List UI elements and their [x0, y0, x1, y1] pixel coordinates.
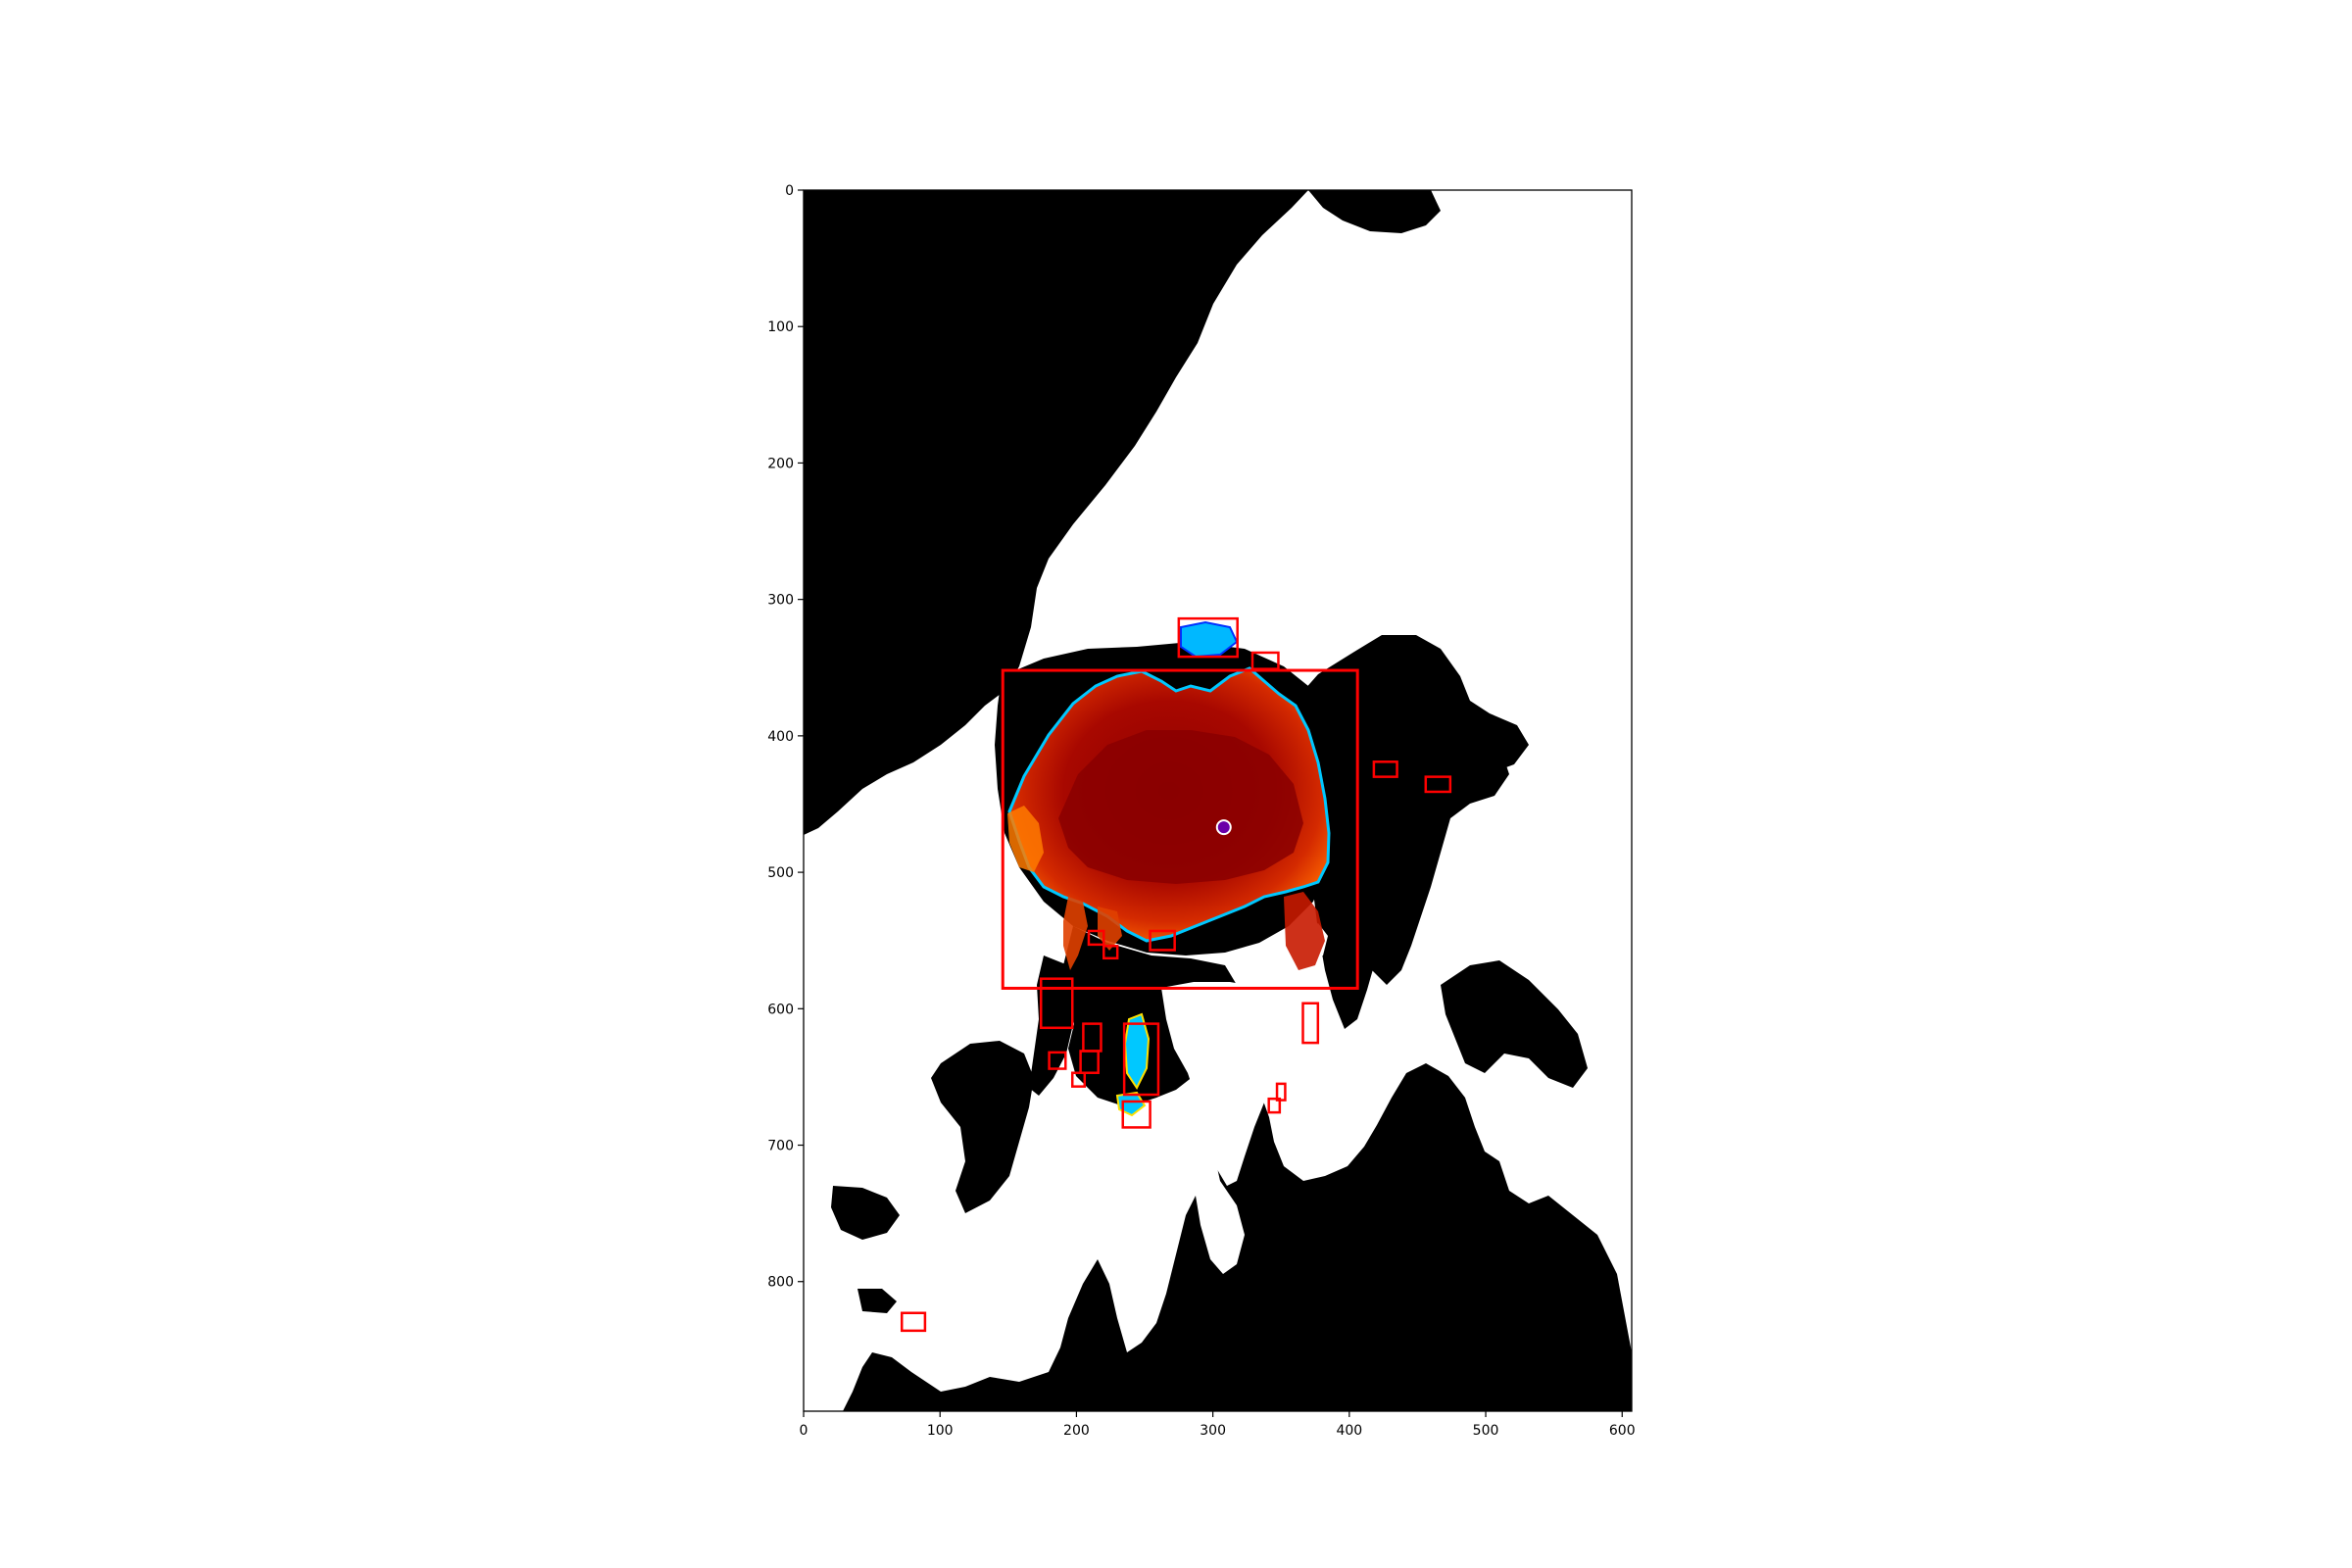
bounding-box	[1048, 1051, 1067, 1070]
marker-layer	[1215, 819, 1232, 836]
x-axis-ticks: 0 100 200 300 400 500 600	[800, 1411, 1636, 1439]
y-tick-label: 500	[767, 865, 794, 881]
ocean-pacific-northwest	[804, 190, 1308, 835]
bounding-box	[1372, 760, 1398, 778]
bounding-box	[1001, 668, 1359, 990]
axes-frame	[803, 189, 1633, 1412]
bounding-box	[1424, 775, 1452, 794]
bounding-box	[1267, 1097, 1282, 1114]
ocean-atlantic	[843, 1054, 1632, 1411]
ocean-hudson-bay	[931, 1041, 1034, 1213]
bounding-box	[1275, 1082, 1287, 1102]
bounding-box	[1122, 1022, 1160, 1097]
x-tick-label: 400	[1336, 1423, 1362, 1439]
ocean-north-pacific-lower-left	[831, 1186, 900, 1240]
x-tick-label: 500	[1473, 1423, 1499, 1439]
sea-ice-hudson-strait	[1115, 1091, 1147, 1117]
y-axis-ticks: 0 100 200 300 400 500 600 700 800	[767, 183, 804, 1291]
bounding-box	[1149, 929, 1176, 952]
y-tick-label: 800	[767, 1275, 794, 1291]
sea-ice-bering	[1180, 620, 1239, 659]
bounding-box	[1070, 1071, 1087, 1088]
ocean-small-bay-left	[858, 1289, 897, 1313]
center-marker	[1215, 819, 1232, 836]
y-tick-label: 100	[767, 319, 794, 335]
bounding-box	[1102, 945, 1119, 960]
bounding-box	[1121, 1100, 1152, 1129]
ocean-kara-east	[1357, 701, 1509, 985]
y-tick-label: 200	[767, 456, 794, 471]
x-tick-label: 0	[800, 1423, 808, 1439]
sea-ice-channel	[1063, 897, 1088, 970]
ocean-barents-greenland	[1063, 926, 1237, 1107]
ocean-japan-sea	[1401, 190, 1436, 208]
bounding-box	[1250, 651, 1280, 670]
sea-ice-inner-core	[1058, 730, 1303, 884]
y-tick-label: 300	[767, 593, 794, 609]
y-tick-label: 600	[767, 1002, 794, 1017]
x-tick-label: 100	[927, 1423, 954, 1439]
island-greenland	[1161, 982, 1308, 1186]
bounding-box	[1087, 929, 1105, 947]
y-tick-label: 0	[785, 183, 794, 199]
sea-ice-south-lobe	[1284, 892, 1325, 970]
plot-area	[804, 190, 1632, 1411]
sea-ice-west-lobe	[1007, 806, 1044, 872]
x-tick-label: 300	[1200, 1423, 1226, 1439]
y-tick-label: 400	[767, 729, 794, 745]
bounding-box	[1039, 977, 1074, 1030]
ocean-siberian-bays	[1441, 960, 1588, 1088]
x-tick-label: 200	[1063, 1423, 1090, 1439]
island-iceland	[1328, 1066, 1374, 1102]
bounding-box	[1177, 616, 1239, 659]
x-tick-label: 600	[1609, 1423, 1636, 1439]
bounding-box-layer	[900, 616, 1452, 1333]
bounding-box	[900, 1311, 927, 1333]
y-tick-label: 700	[767, 1139, 794, 1154]
bounding-box	[1079, 1050, 1100, 1074]
bounding-box	[1301, 1002, 1320, 1045]
